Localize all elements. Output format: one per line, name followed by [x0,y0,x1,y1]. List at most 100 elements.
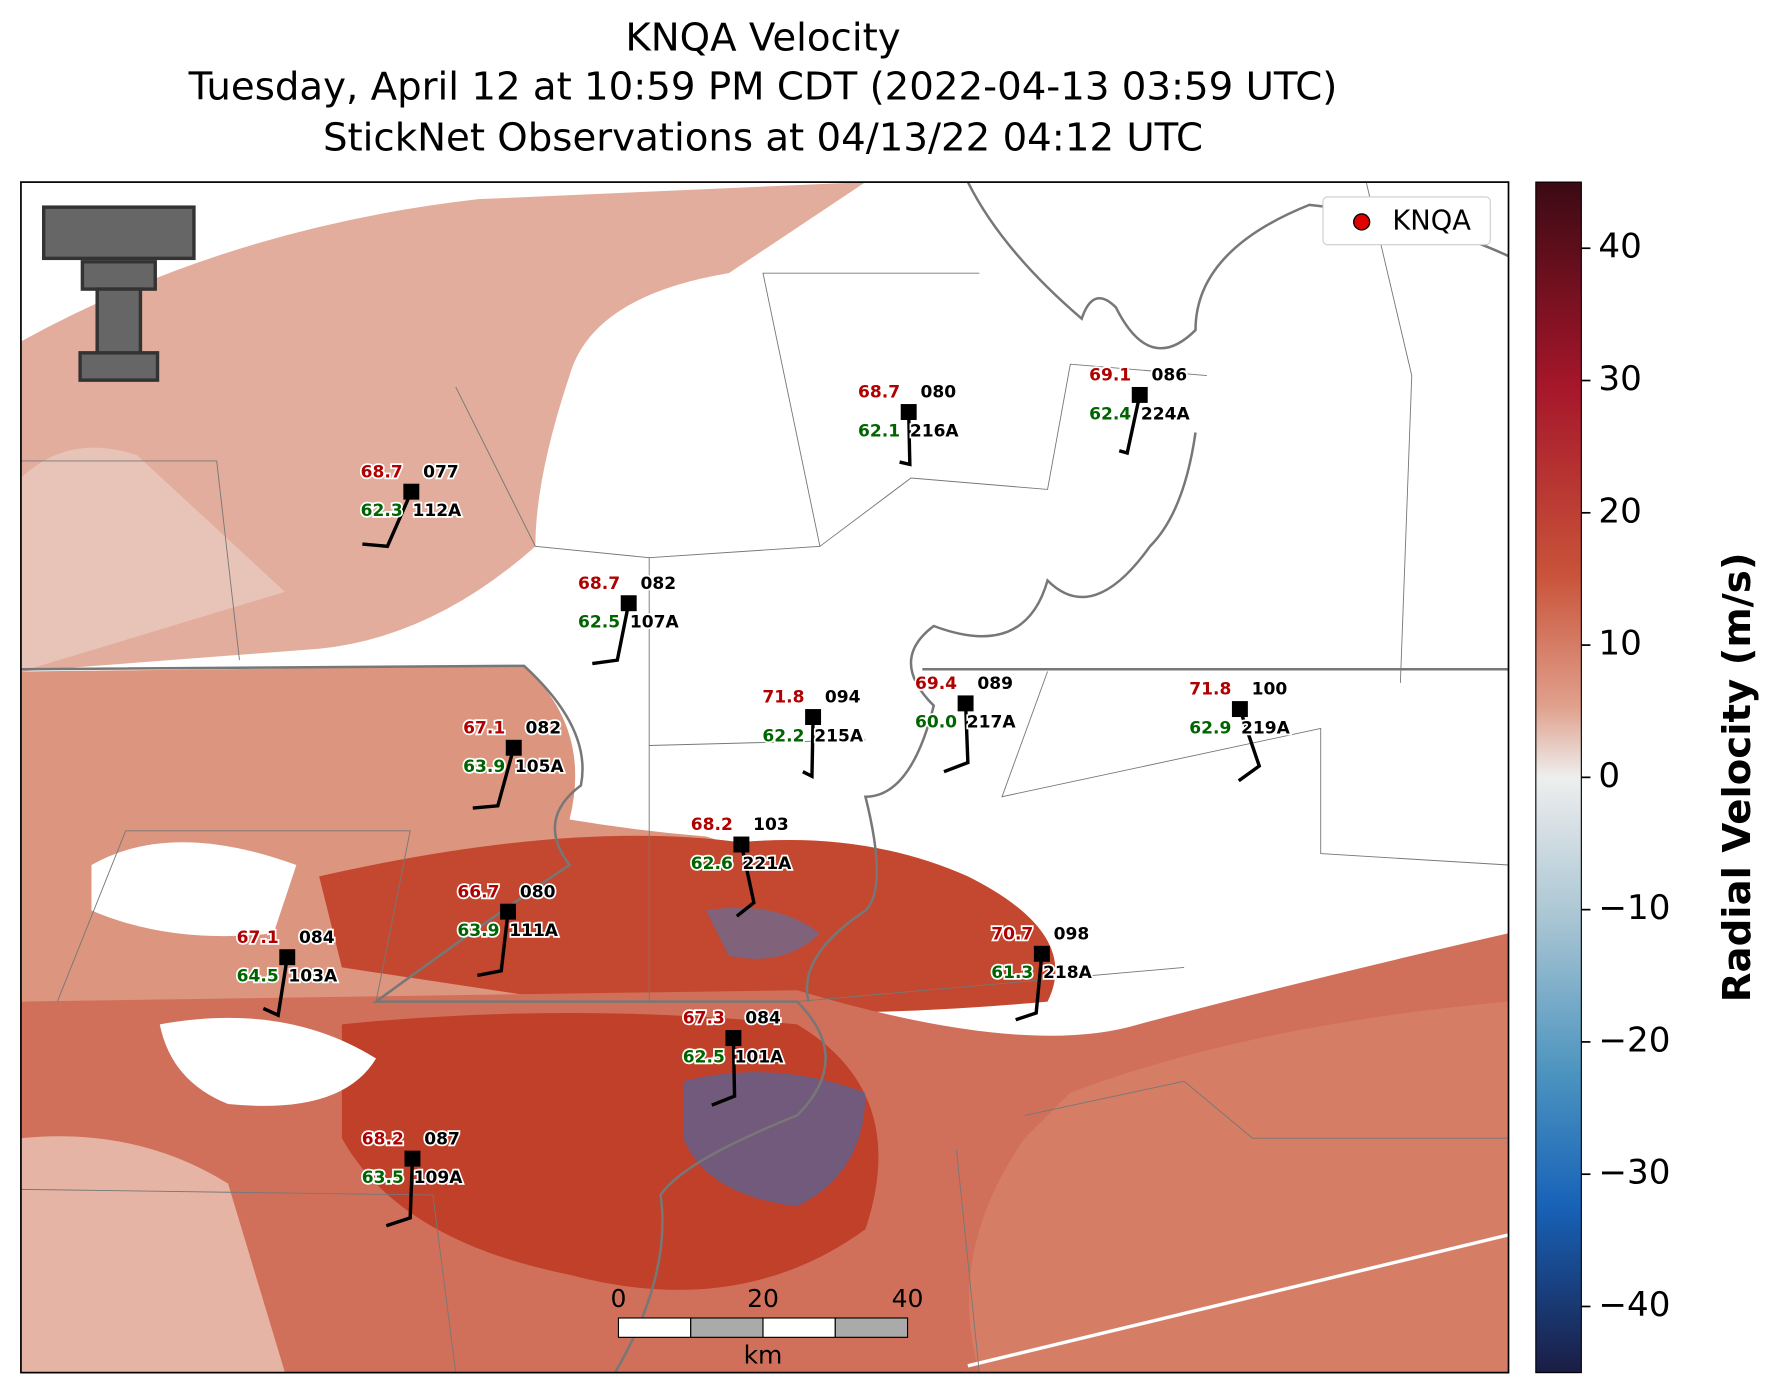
wind-barb [262,956,289,1018]
temperature: 68.7 [858,383,900,403]
beam-artifact [967,1233,1509,1368]
echo-inbound [683,1072,866,1207]
station-marker [500,903,517,920]
temperature: 67.1 [237,928,279,948]
pressure-code: 077 [423,462,459,482]
station-id: 221A [743,854,793,874]
colorbar [1535,181,1582,1374]
station: 69.1 086 62.4 224A [1087,364,1192,456]
colorbar-tick-label: 20 [1598,491,1641,531]
station-id: 105A [515,757,565,777]
echo-gap [91,842,297,937]
pressure-code: 082 [526,718,562,738]
station: 67.3 084 62.5 101A [681,1007,786,1107]
station: 69.4 089 60.0 217A [913,672,1018,774]
dewpoint: 61.3 [991,963,1033,983]
station: 67.1 084 64.5 103A [235,926,340,1018]
station-marker [957,695,974,712]
temperature: 67.3 [683,1009,725,1029]
dewpoint: 63.5 [362,1168,404,1188]
logo [41,205,196,382]
station: 68.7 080 62.1 216A [856,381,961,467]
pressure-code: 098 [1054,924,1090,944]
pressure-code: 089 [977,674,1013,694]
legend: KNQA [1322,196,1491,246]
wind-barb [385,1158,415,1228]
pressure-code: 087 [424,1129,460,1149]
echo-region [969,1001,1509,1373]
scale-segment [617,1317,692,1338]
station-id: 107A [630,613,680,633]
temperature: 71.8 [1189,680,1231,700]
dewpoint: 63.9 [457,921,499,941]
pressure-code: 082 [640,574,676,594]
colorbar-tick-label: 0 [1598,756,1620,796]
wind-barb [362,490,413,549]
scale-segment [762,1317,836,1338]
station-marker [620,595,637,612]
pressure-code: 084 [745,1009,781,1029]
station: 68.2 087 63.5 109A [360,1128,465,1228]
temperature: 68.2 [691,815,733,835]
wind-barb [802,717,815,779]
subtitle: Tuesday, April 12 at 10:59 PM CDT (2022-… [188,64,1338,109]
dewpoint: 62.1 [858,421,900,441]
dewpoint: 60.0 [915,713,957,733]
dewpoint: 64.5 [237,967,279,987]
wind-barb [899,411,912,467]
scale-tick-label: 0 [611,1284,627,1313]
station-id: 224A [1141,404,1191,424]
station: 68.7 082 62.5 107A [576,572,681,666]
pressure-code: 080 [920,383,956,403]
station-id: 101A [735,1047,785,1067]
county-lines [20,182,1509,1373]
echo-inbound [706,907,820,959]
temperature: 68.2 [362,1129,404,1149]
scale-segment [690,1317,764,1338]
scale-tick-label: 40 [892,1284,924,1313]
scale-unit: km [744,1341,783,1370]
dewpoint: 62.6 [691,854,733,874]
wind-barb [477,911,510,978]
temperature: 68.7 [578,574,620,594]
temperature: 68.7 [361,462,403,482]
station-marker [805,709,822,726]
wind-barb [1015,953,1044,1022]
echo-region [20,447,285,672]
station-id: 217A [967,713,1017,733]
pressure-code: 084 [299,928,335,948]
temperature: 66.7 [457,882,499,902]
legend-label: KNQA [1392,205,1471,236]
station: 71.8 094 62.2 215A [761,686,866,779]
colorbar-label: Radial Velocity (m/s) [1715,552,1760,1002]
pressure-code: 080 [520,882,556,902]
scale-bar: km [617,1317,909,1370]
wind-barb [1118,394,1142,456]
pressure-code: 094 [825,688,861,708]
dewpoint: 62.4 [1089,404,1131,424]
temperature: 71.8 [762,688,804,708]
station-marker [1231,701,1248,718]
station-id: 218A [1043,963,1093,983]
station-id: 112A [412,501,462,521]
station-id: 216A [910,421,960,441]
dewpoint: 62.5 [578,613,620,633]
scale-tick-label: 20 [747,1284,779,1313]
station-marker [1033,945,1050,962]
wind-barb [711,1037,737,1107]
station-id: 215A [814,726,864,746]
dewpoint: 62.9 [1189,718,1231,738]
wind-barb [943,703,970,774]
station-id: 111A [509,921,559,941]
station-marker [505,739,522,756]
radar-field [20,182,1509,1373]
legend-box [1322,196,1491,246]
dewpoint: 62.2 [762,726,804,746]
station-marker [1131,386,1148,403]
colorbar-tick-label: 30 [1598,359,1641,399]
temperature: 69.4 [915,674,957,694]
station: 68.2 103 62.6 221A [689,813,794,918]
colorbar-tick-label: 10 [1598,624,1641,664]
